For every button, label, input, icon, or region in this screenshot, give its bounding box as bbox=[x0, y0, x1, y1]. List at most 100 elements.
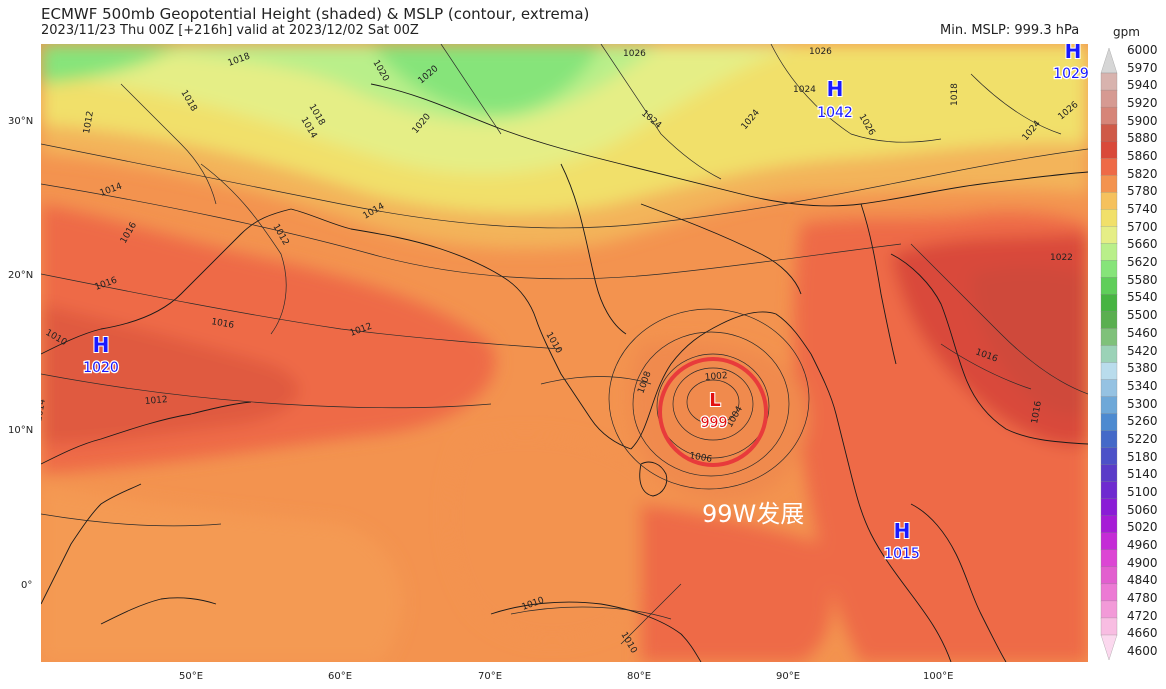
colorbar-level-label: 5900 bbox=[1127, 113, 1158, 128]
colorbar-swatch bbox=[1100, 447, 1118, 466]
colorbar-level-label: 5260 bbox=[1127, 414, 1158, 429]
colorbar-swatch bbox=[1100, 226, 1118, 244]
colorbar-swatch bbox=[1100, 617, 1118, 636]
colorbar-swatch bbox=[1100, 345, 1118, 364]
high-marker: H bbox=[93, 333, 110, 357]
colorbar-level-label: 4900 bbox=[1127, 555, 1158, 570]
contour-label: 1016 bbox=[1030, 400, 1044, 425]
lon-label-100e: 100°E bbox=[923, 671, 954, 682]
colorbar-level-label: 5300 bbox=[1127, 396, 1158, 411]
colorbar-swatch bbox=[1100, 583, 1118, 602]
colorbar-level-label: 4840 bbox=[1127, 573, 1158, 588]
contour-label: 1014 bbox=[41, 398, 48, 423]
colorbar-swatch bbox=[1100, 328, 1118, 347]
colorbar-swatch bbox=[1100, 634, 1118, 660]
colorbar-swatch bbox=[1100, 48, 1118, 74]
colorbar-level-label: 5500 bbox=[1127, 308, 1158, 323]
chart-title: ECMWF 500mb Geopotential Height (shaded)… bbox=[41, 5, 590, 23]
contour-label: 1012 bbox=[144, 395, 168, 407]
contour-label: 1012 bbox=[82, 110, 96, 134]
colorbar-level-label: 5780 bbox=[1127, 184, 1158, 199]
colorbar-swatch bbox=[1100, 123, 1118, 142]
colorbar-level-label: 5860 bbox=[1127, 149, 1158, 164]
high-marker: H bbox=[894, 519, 911, 543]
high-value: 1042 bbox=[817, 105, 853, 121]
isobars bbox=[41, 44, 1088, 645]
high-center-arabian: H 1020 bbox=[82, 332, 120, 377]
contour-label: 1022 bbox=[1050, 253, 1073, 263]
colorbar-level-label: 5380 bbox=[1127, 361, 1158, 376]
colorbar-swatch bbox=[1100, 106, 1118, 125]
colorbar-swatch bbox=[1100, 532, 1118, 551]
colorbar-swatch bbox=[1100, 175, 1118, 193]
contour-label: 1026 bbox=[809, 47, 832, 57]
contour-label: 1016 bbox=[210, 317, 235, 331]
colorbar-level-label: 6000 bbox=[1127, 43, 1158, 57]
colorbar-swatch bbox=[1100, 89, 1118, 108]
map-panel: 1018 1018 1012 1014 1014 1016 1016 1010 … bbox=[41, 44, 1088, 662]
colorbar-level-label: 5140 bbox=[1127, 467, 1158, 482]
colorbar-swatch bbox=[1100, 243, 1118, 261]
colorbar-level-label: 5820 bbox=[1127, 166, 1158, 181]
lon-label-80e: 80°E bbox=[627, 671, 652, 682]
high-marker: H bbox=[1065, 44, 1082, 63]
colorbar-swatch bbox=[1100, 362, 1118, 381]
lat-label-equator: 0° bbox=[21, 580, 33, 591]
annotation-label: 99W发展 bbox=[702, 500, 804, 528]
colorbar-swatch bbox=[1100, 464, 1118, 483]
colorbar-level-label: 5060 bbox=[1127, 502, 1158, 517]
colorbar-swatch bbox=[1100, 140, 1118, 159]
high-value: 1020 bbox=[83, 360, 119, 376]
colorbar-swatch bbox=[1100, 192, 1118, 210]
low-center-bay-of-bengal: L 999 bbox=[699, 389, 728, 432]
contour-label: 1002 bbox=[704, 371, 728, 383]
contour-label: 1018 bbox=[950, 83, 960, 106]
high-center-andaman: H 1015 bbox=[883, 518, 921, 563]
colorbar-level-label: 5460 bbox=[1127, 325, 1158, 340]
colorbar-level-label: 5180 bbox=[1127, 449, 1158, 464]
lat-label-20n: 20°N bbox=[8, 270, 34, 281]
colorbar-level-label: 5540 bbox=[1127, 290, 1158, 305]
colorbar-swatch bbox=[1100, 158, 1118, 176]
colorbar-swatch bbox=[1100, 311, 1118, 330]
high-marker: H bbox=[827, 77, 844, 101]
colorbar-level-label: 5340 bbox=[1127, 378, 1158, 393]
colorbar-level-label: 5100 bbox=[1127, 484, 1158, 499]
colorbar-level-label: 5940 bbox=[1127, 78, 1158, 93]
lat-label-10n: 10°N bbox=[8, 425, 34, 436]
lon-label-50e: 50°E bbox=[179, 671, 204, 682]
colorbar-level-label: 5020 bbox=[1127, 520, 1158, 535]
high-value: 1029 bbox=[1053, 66, 1088, 82]
colorbar-units: gpm bbox=[1113, 25, 1140, 39]
colorbar-level-label: 4660 bbox=[1127, 626, 1158, 641]
contour-label: 1024 bbox=[793, 85, 816, 95]
colorbar-level-label: 4780 bbox=[1127, 590, 1158, 605]
pressure-centers: H 1020 H 1042 H 1029 H 1015 L 999 bbox=[82, 44, 1088, 563]
high-center-tibet: H 1042 bbox=[816, 76, 854, 122]
colorbar-swatch bbox=[1100, 72, 1118, 91]
colorbar-level-label: 4720 bbox=[1127, 608, 1158, 623]
colorbar-level-label: 5880 bbox=[1127, 131, 1158, 146]
colorbar-swatch bbox=[1100, 481, 1118, 500]
colorbar-swatch bbox=[1100, 379, 1118, 398]
colorbar-swatch bbox=[1100, 209, 1118, 227]
coastlines bbox=[41, 83, 1088, 662]
colorbar-level-label: 4960 bbox=[1127, 537, 1158, 552]
lon-label-70e: 70°E bbox=[478, 671, 503, 682]
colorbar-level-label: 5620 bbox=[1127, 255, 1158, 270]
height-field-shading bbox=[41, 44, 1088, 662]
colorbar-level-label: 5740 bbox=[1127, 202, 1158, 217]
colorbar-level-label: 5660 bbox=[1127, 237, 1158, 252]
lon-label-90e: 90°E bbox=[776, 671, 801, 682]
colorbar-level-label: 4600 bbox=[1127, 644, 1158, 658]
colorbar-swatch bbox=[1100, 396, 1118, 415]
low-value: 999 bbox=[701, 415, 728, 431]
colorbar-swatch bbox=[1100, 515, 1118, 534]
colorbar-swatch bbox=[1100, 413, 1118, 432]
colorbar-level-label: 5920 bbox=[1127, 96, 1158, 111]
colorbar-level-label: 5220 bbox=[1127, 431, 1158, 446]
colorbar-level-label: 5580 bbox=[1127, 272, 1158, 287]
colorbar-swatch bbox=[1100, 294, 1118, 313]
colorbar-swatch bbox=[1100, 600, 1118, 619]
colorbar-level-label: 5970 bbox=[1127, 60, 1158, 75]
